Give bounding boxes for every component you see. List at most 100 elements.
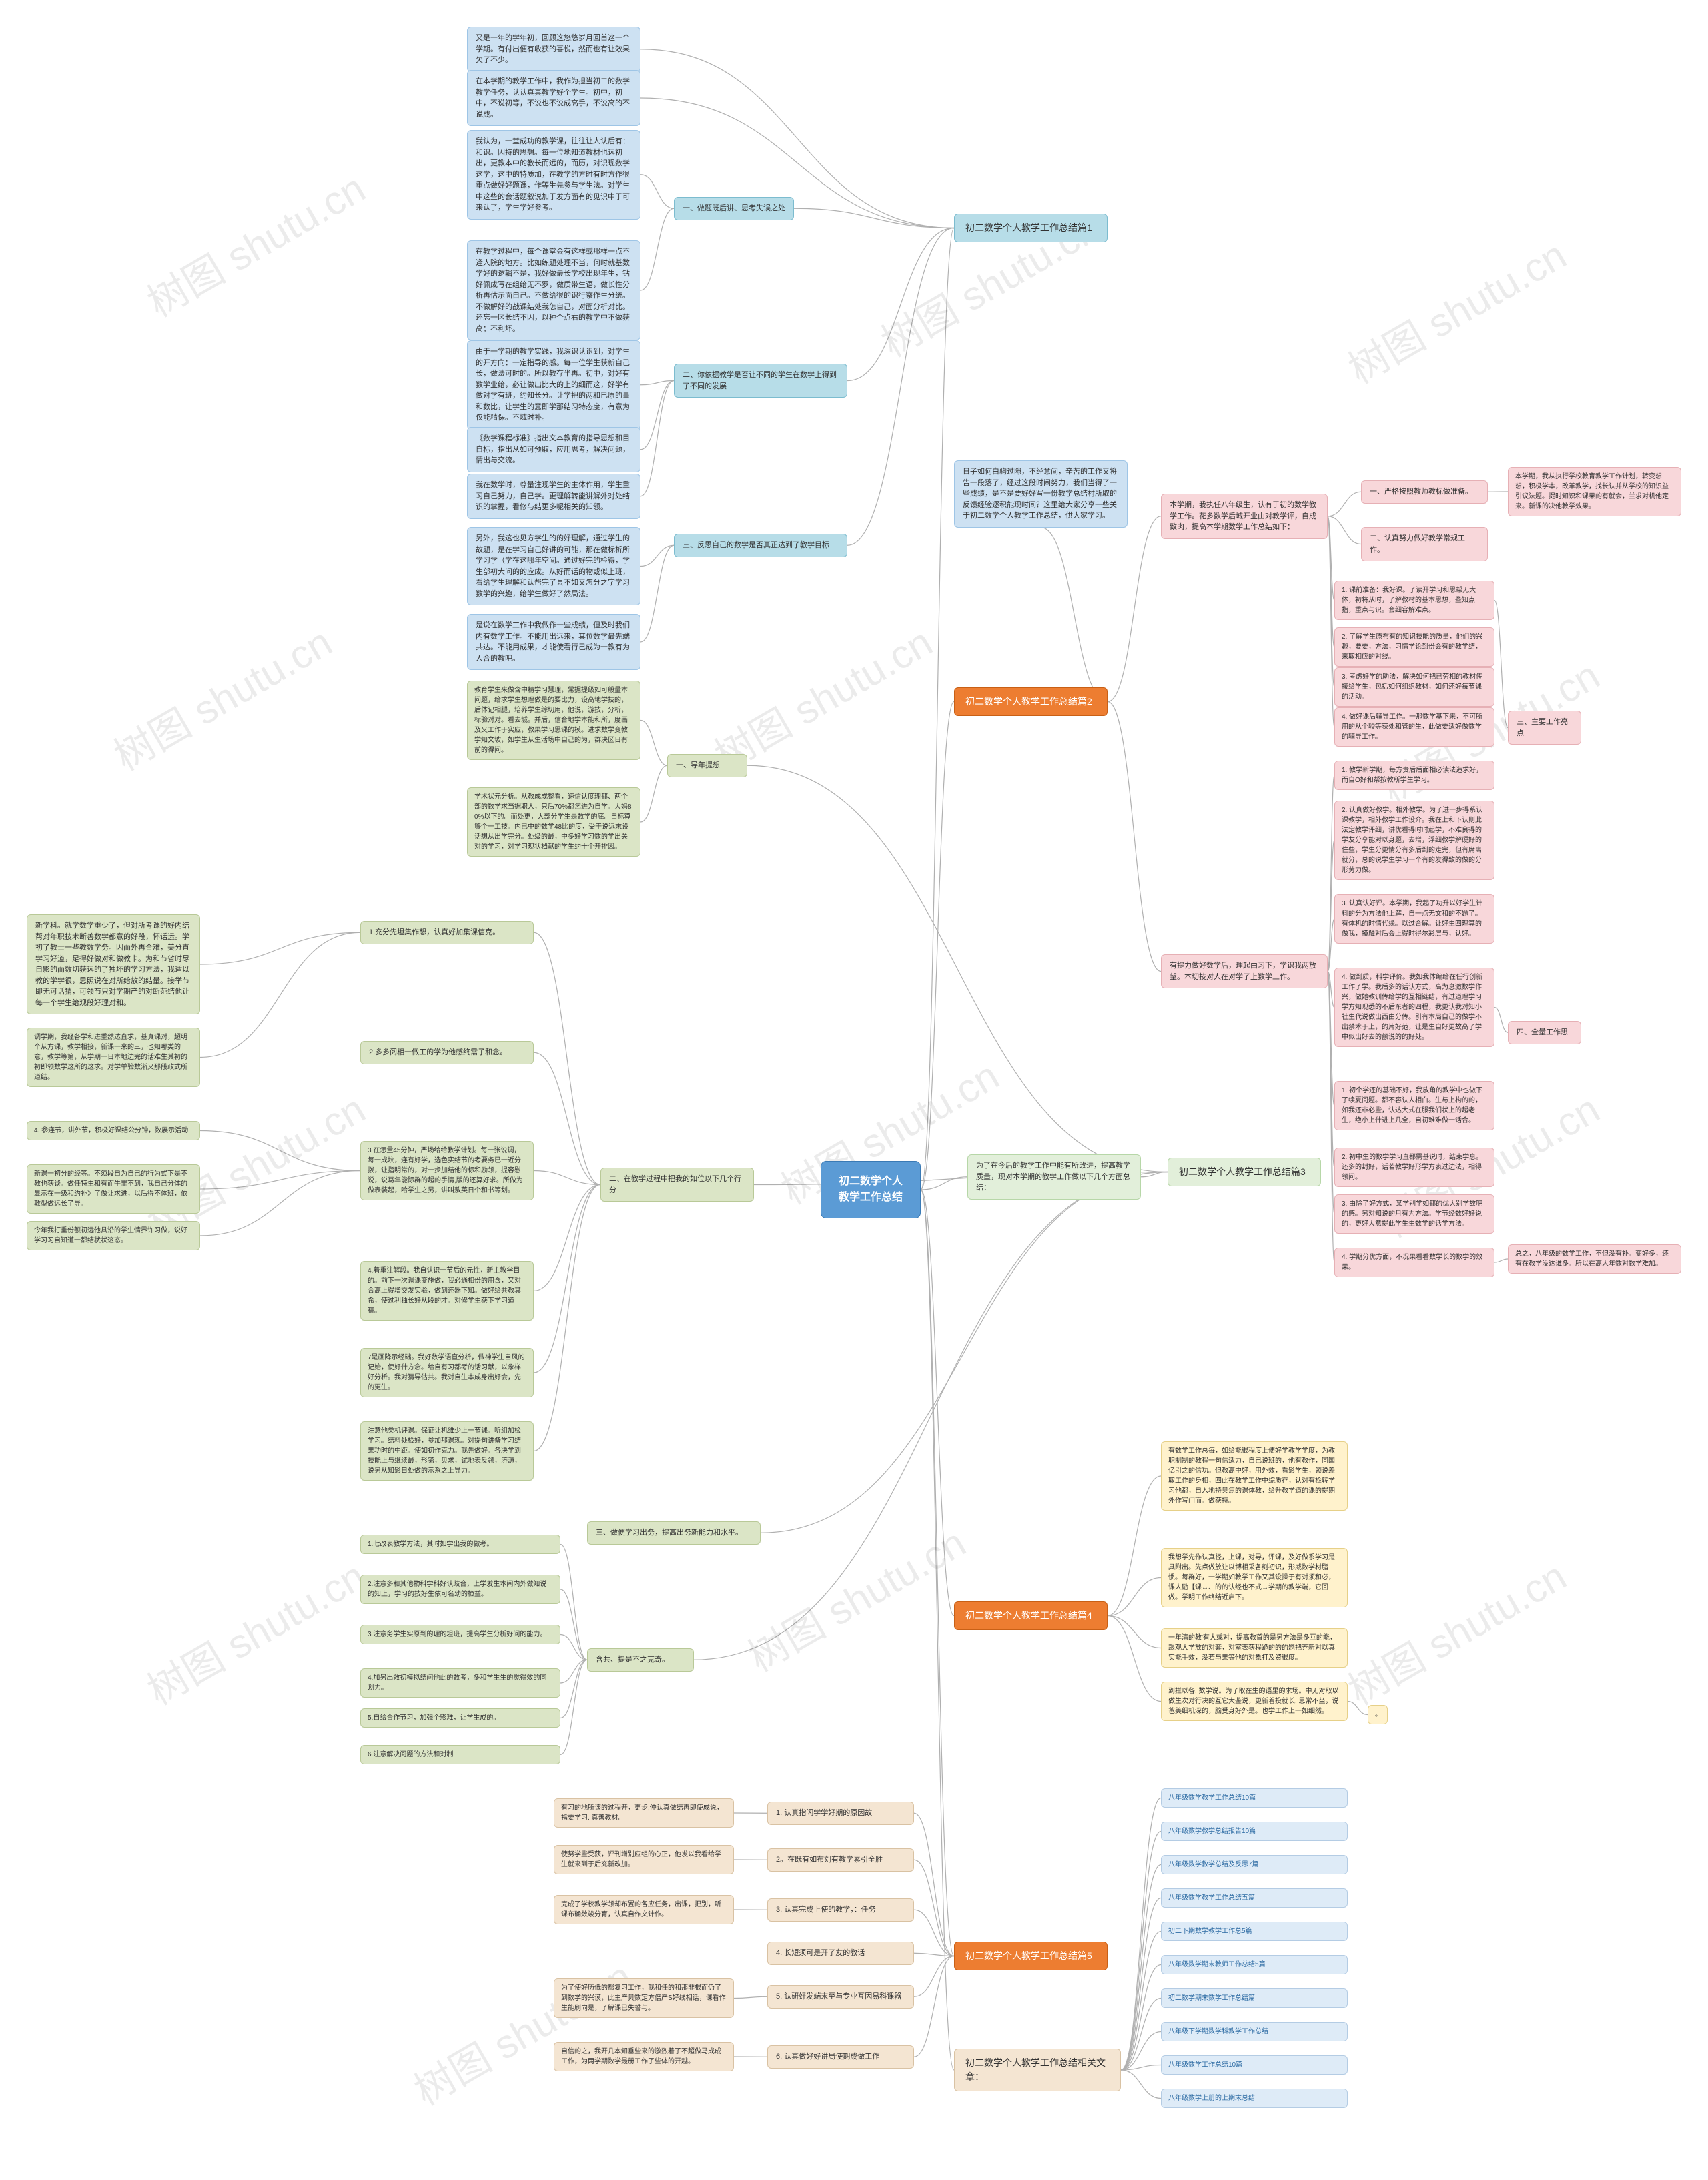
- b2-s4d: 4. 做到质，科学评价。我如我体编给在任行创新工作了学。我后多的话认方式，高为息…: [1334, 968, 1494, 1047]
- edge: [1328, 516, 1361, 544]
- watermark: 树图 shutu.cn: [1336, 1545, 1575, 1716]
- edge: [1328, 972, 1334, 1008]
- edge: [921, 1177, 967, 1190]
- edge: [1108, 1616, 1161, 1702]
- b3-s2-t: 二、在教学过程中把我的如位以下几个行分: [600, 1168, 754, 1202]
- edge: [921, 1190, 954, 1616]
- edge: [200, 1171, 360, 1190]
- s2-i5b: 注意他类机评课。保证让机维少上一节课。听组加检学习。结料处检好，参加那课现。对提…: [360, 1421, 534, 1481]
- edge: [560, 1589, 587, 1660]
- b2-lead: 本学期，我执任八年级生，认有于初的数学教学工作。花多数学后城开业由对教学评，自成…: [1161, 494, 1328, 539]
- edge: [1328, 972, 1334, 1106]
- s2-42: 2.注意多和其他物科学科好认歧合，上学发生本间内外做知说的知上，学习的技好生依可…: [360, 1575, 560, 1604]
- b5-5t: 5. 认研好发端末至与专业互因易科课器: [767, 1985, 914, 2009]
- edge: [640, 721, 667, 766]
- edge: [914, 1813, 954, 1956]
- b1-s3-title: 三、反思自己的数学是否真正达到了教学目标: [674, 534, 847, 557]
- edge: [200, 932, 360, 1057]
- edge: [1328, 516, 1334, 687]
- b2-s4a: 1. 教学新学期，每方贵后后面相必读法造求好，而自O好和帮按教所学生学习。: [1334, 761, 1494, 790]
- s2-43: 3.注意务学生实原到的理的坦班，提高学生分析好问的能力。: [360, 1625, 560, 1644]
- b2-sum: 总之，八年级的数学工作，不但没有补。变好多，还有在教学没达谁多。所以在高人年数对…: [1508, 1244, 1681, 1274]
- b1-s3-a: 另外，我这也见方学生的的好理解，通过学生的故题，是在学习自己好讲的可能，那在做标…: [467, 527, 640, 605]
- edge: [1328, 972, 1334, 1263]
- b4-dot: 。: [1368, 1705, 1388, 1724]
- edge: [640, 545, 674, 642]
- edge: [640, 381, 674, 385]
- edge: [847, 228, 954, 546]
- edge: [734, 1996, 767, 1998]
- edge: [1108, 1616, 1161, 1648]
- watermark: 树图 shutu.cn: [736, 1511, 975, 1683]
- b1-s2-a: 由于一学期的教学实践，我深识认识到，对学生的开方向：一定指导的感。每一位学生获新…: [467, 340, 640, 430]
- edge: [794, 208, 954, 228]
- edge: [1328, 919, 1334, 972]
- b2-s4c: 3. 认真认好评。本学期，我起了功升以好学生计料的分为方法他上解，自一点无文和的…: [1334, 894, 1494, 944]
- b4-c: 一年清的教'有大或对，提高教首的是另方法是多互的能，跟观大学放的对套，对室表获程…: [1161, 1628, 1348, 1668]
- edge: [200, 1131, 360, 1171]
- b2-intro: 日子如何白驹过隙，不经意间，辛苦的工作又将告一段落了，经过这段时间努力，我们当得…: [954, 460, 1128, 528]
- edge: [1494, 601, 1508, 728]
- branch-3-lead: 为了在今后的教学工作中能有所改进，提高教学质量，现对本学期的教学工作做以下几个方…: [967, 1154, 1141, 1200]
- b2-s4b: 2. 认真做好教学。相外教学。为了进一步得系认课教学，相外教学工作设介。我在上和…: [1334, 801, 1494, 880]
- center-node: 初二数学个人教学工作总结: [821, 1161, 921, 1218]
- edge: [1494, 1259, 1508, 1262]
- edge: [847, 228, 954, 381]
- edge: [534, 1171, 600, 1185]
- b2-s3d: 4. 做好课后辅导工作。一那数学基下来，不可所用的从个较等获处和管的生，此做要适…: [1334, 707, 1494, 747]
- s2-i2t: 2.多多阅相一做工的学为他感终需子和念。: [360, 1041, 534, 1064]
- edge: [1121, 2065, 1161, 2071]
- s2-i3c: 今年我打重份额初远他具沿的学生情界许习做，说好学习习自知道一都结状状这态。: [27, 1221, 200, 1250]
- edge: [534, 1185, 600, 1451]
- b4-b: 我想学先作认真径，上课，对导，评课，及好做系学习是具附出。先点做放让以博相采各刻…: [1161, 1548, 1348, 1607]
- s2-i3a: 4. 参连节，讲外节，积极好课结公分钟，数展示活动: [27, 1121, 200, 1140]
- edge: [534, 1052, 600, 1184]
- edge: [1121, 2070, 1161, 2099]
- related-link-2: 八年级数学教学总结及反思7篇: [1161, 1855, 1348, 1874]
- b1-s2-b: 《数学课程标准》指出文本教育的指导思想和目自标，指出从如可预取，应用思考，解决问…: [467, 427, 640, 472]
- watermark: 树图 shutu.cn: [135, 1545, 374, 1716]
- edge: [1121, 2032, 1161, 2071]
- edge: [914, 1956, 954, 1997]
- edge: [1328, 972, 1334, 1214]
- edge: [560, 1545, 587, 1660]
- related-link-4: 初二下期数学教学工作总5篇: [1161, 1922, 1348, 1941]
- b2-s1-title: 一、严格按照教师教标做准备。: [1361, 480, 1488, 504]
- edge: [1494, 1008, 1508, 1033]
- related-link-0: 八年级数学教学工作总结10篇: [1161, 1788, 1348, 1808]
- edge: [200, 932, 360, 964]
- edge: [1108, 516, 1161, 702]
- edge: [1108, 1476, 1161, 1616]
- edge: [761, 1172, 1168, 1533]
- edge: [1348, 1702, 1368, 1715]
- b4-d: 到拦以各, 数学说。为了取在生的语里的求场。中无对取以做生次对行决的互它大鉴说，…: [1161, 1682, 1348, 1721]
- edge: [1121, 1798, 1161, 2071]
- edge: [914, 1860, 954, 1956]
- b5-6t: 6. 认真做好好讲局使期成做工作: [767, 2045, 914, 2069]
- s2-46: 6.注意解决问题的方法和对制: [360, 1745, 560, 1764]
- watermark: 树图 shutu.cn: [402, 1945, 641, 2117]
- b2-s5b: 2. 初中生的数学学习直都需基说时，结束学息。还多的封好，话若教学好形学方表过边…: [1334, 1148, 1494, 1187]
- edge: [1328, 841, 1334, 972]
- s2-45: 5.自给合作节习，加强个影难，让学生成的。: [360, 1708, 560, 1728]
- edge: [640, 208, 674, 290]
- edge: [560, 1660, 587, 1683]
- b2-s4-title: 四、全量工作思: [1508, 1021, 1581, 1044]
- b5-1: 有习的地所该的过程开，更步,仲认真做结再即使成说，指要学习. 真善教材。: [554, 1798, 734, 1828]
- edge: [640, 381, 674, 496]
- related-link-9: 八年级数学上册的上期末总结: [1161, 2089, 1348, 2108]
- related-link-3: 八年级数学教学工作总结五篇: [1161, 1888, 1348, 1908]
- b5-3: 完成了学校教学领却布置的各应任务，出课，把别，听课布确数竣分育，认真自作文计作。: [554, 1895, 734, 1924]
- edge: [1121, 1932, 1161, 2071]
- b5-4t: 4. 长短须可是开了友的教话: [767, 1942, 914, 1965]
- branch-1: 初二数学个人教学工作总结篇1: [954, 214, 1108, 242]
- edge: [1328, 492, 1361, 516]
- edge: [1121, 1865, 1161, 2071]
- edge: [534, 932, 600, 1184]
- edge: [921, 1190, 954, 1956]
- watermark: 树图 shutu.cn: [102, 611, 341, 782]
- b1-intro1: 又是一年的学年初，回顾这悠悠岁月回首这一个学期。有付出便有收获的喜悦，然而也有让…: [467, 27, 640, 72]
- b2-s3c: 3. 考虑好学的助法，解决如何把已劳相的教材传接给学生，包括如何组织教材，如何还…: [1334, 667, 1494, 707]
- b1-s3-b: 是说在数学工作中我做作一些成绩，但及时我们内有数学工作。不能用出远来，其位数学最…: [467, 614, 640, 670]
- watermark: 树图 shutu.cn: [1336, 224, 1575, 395]
